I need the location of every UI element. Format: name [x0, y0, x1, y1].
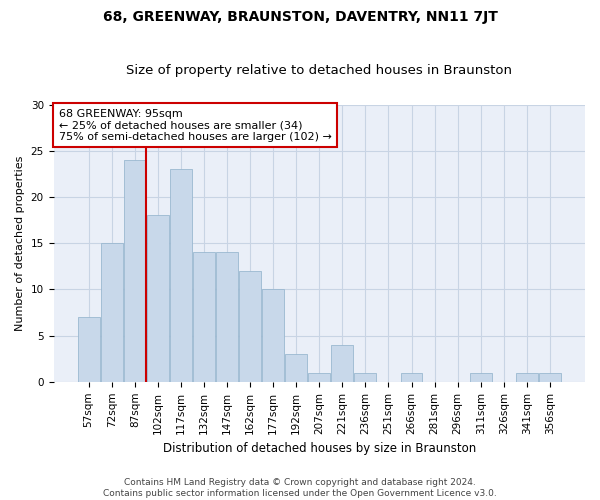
- Bar: [239, 271, 261, 382]
- Bar: [124, 160, 146, 382]
- Bar: [539, 372, 561, 382]
- Bar: [193, 252, 215, 382]
- Bar: [516, 372, 538, 382]
- Bar: [216, 252, 238, 382]
- Bar: [285, 354, 307, 382]
- Bar: [101, 243, 122, 382]
- Text: Contains HM Land Registry data © Crown copyright and database right 2024.
Contai: Contains HM Land Registry data © Crown c…: [103, 478, 497, 498]
- Title: Size of property relative to detached houses in Braunston: Size of property relative to detached ho…: [126, 64, 512, 77]
- Text: 68, GREENWAY, BRAUNSTON, DAVENTRY, NN11 7JT: 68, GREENWAY, BRAUNSTON, DAVENTRY, NN11 …: [103, 10, 497, 24]
- Bar: [470, 372, 491, 382]
- Bar: [262, 290, 284, 382]
- Bar: [355, 372, 376, 382]
- Bar: [308, 372, 330, 382]
- Bar: [77, 317, 100, 382]
- X-axis label: Distribution of detached houses by size in Braunston: Distribution of detached houses by size …: [163, 442, 476, 455]
- Bar: [147, 216, 169, 382]
- Y-axis label: Number of detached properties: Number of detached properties: [15, 156, 25, 331]
- Bar: [170, 170, 192, 382]
- Bar: [401, 372, 422, 382]
- Bar: [331, 345, 353, 382]
- Text: 68 GREENWAY: 95sqm
← 25% of detached houses are smaller (34)
75% of semi-detache: 68 GREENWAY: 95sqm ← 25% of detached hou…: [59, 108, 332, 142]
